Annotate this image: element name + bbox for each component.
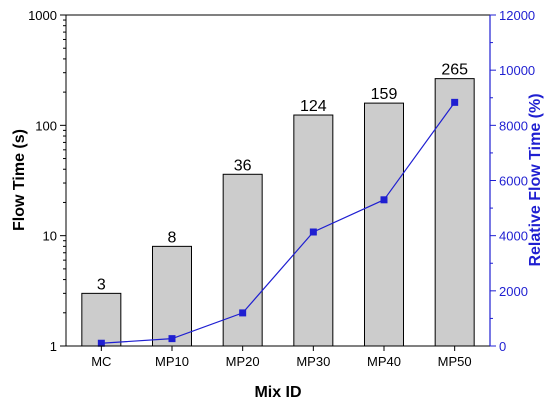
left-tick-label: 10 [43,229,57,244]
left-tick-label: 1 [50,339,57,354]
bar-data-label: 265 [441,62,468,79]
right-y-axis: 0 2000 4000 6000 8000 10000 12000 [490,8,535,354]
right-tick-label: 4000 [499,229,528,244]
line-point [239,309,247,317]
x-tick-label: MC [91,354,111,369]
x-tick-label: MP40 [367,354,401,369]
line-point [97,339,105,347]
x-tick-label: MP10 [155,354,189,369]
bar [434,78,475,347]
left-tick-label: 100 [35,118,57,133]
left-y-axis: 1 10 100 1000 [28,8,66,354]
bar [222,173,263,347]
line-point [380,196,388,204]
bar-data-label: 36 [234,157,252,174]
x-tick-label: MP20 [226,354,260,369]
right-tick-label: 12000 [499,8,535,23]
right-tick-label: 6000 [499,174,528,189]
relative-flow-line [101,102,456,344]
bar-data-label: 124 [300,98,327,115]
left-axis-label: Flow Time (s) [11,129,28,231]
x-tick-label: MP30 [296,354,330,369]
bar [152,245,192,347]
line-series [97,98,459,347]
bar-data-label: 8 [168,229,177,246]
bar-data-labels: 3 8 36 124 159 265 [97,62,468,294]
bar [81,292,122,347]
right-axis-label: Relative Flow Time (%) [527,93,544,266]
bar-data-label: 159 [371,86,398,103]
right-tick-label: 2000 [499,284,528,299]
bar [364,102,404,347]
right-tick-label: 0 [499,339,506,354]
plot-frame [65,14,491,347]
x-tick-label: MP50 [438,354,472,369]
bar-data-label: 3 [97,276,106,293]
right-tick-label: 8000 [499,118,528,133]
line-point [451,98,459,106]
x-axis-label: Mix ID [254,384,301,401]
line-point [168,335,176,343]
line-point [309,228,317,236]
x-axis: MC MP10 MP20 MP30 MP40 MP50 [91,346,472,369]
bar-series [81,78,475,347]
right-tick-label: 10000 [499,63,535,78]
left-tick-label: 1000 [28,8,57,23]
